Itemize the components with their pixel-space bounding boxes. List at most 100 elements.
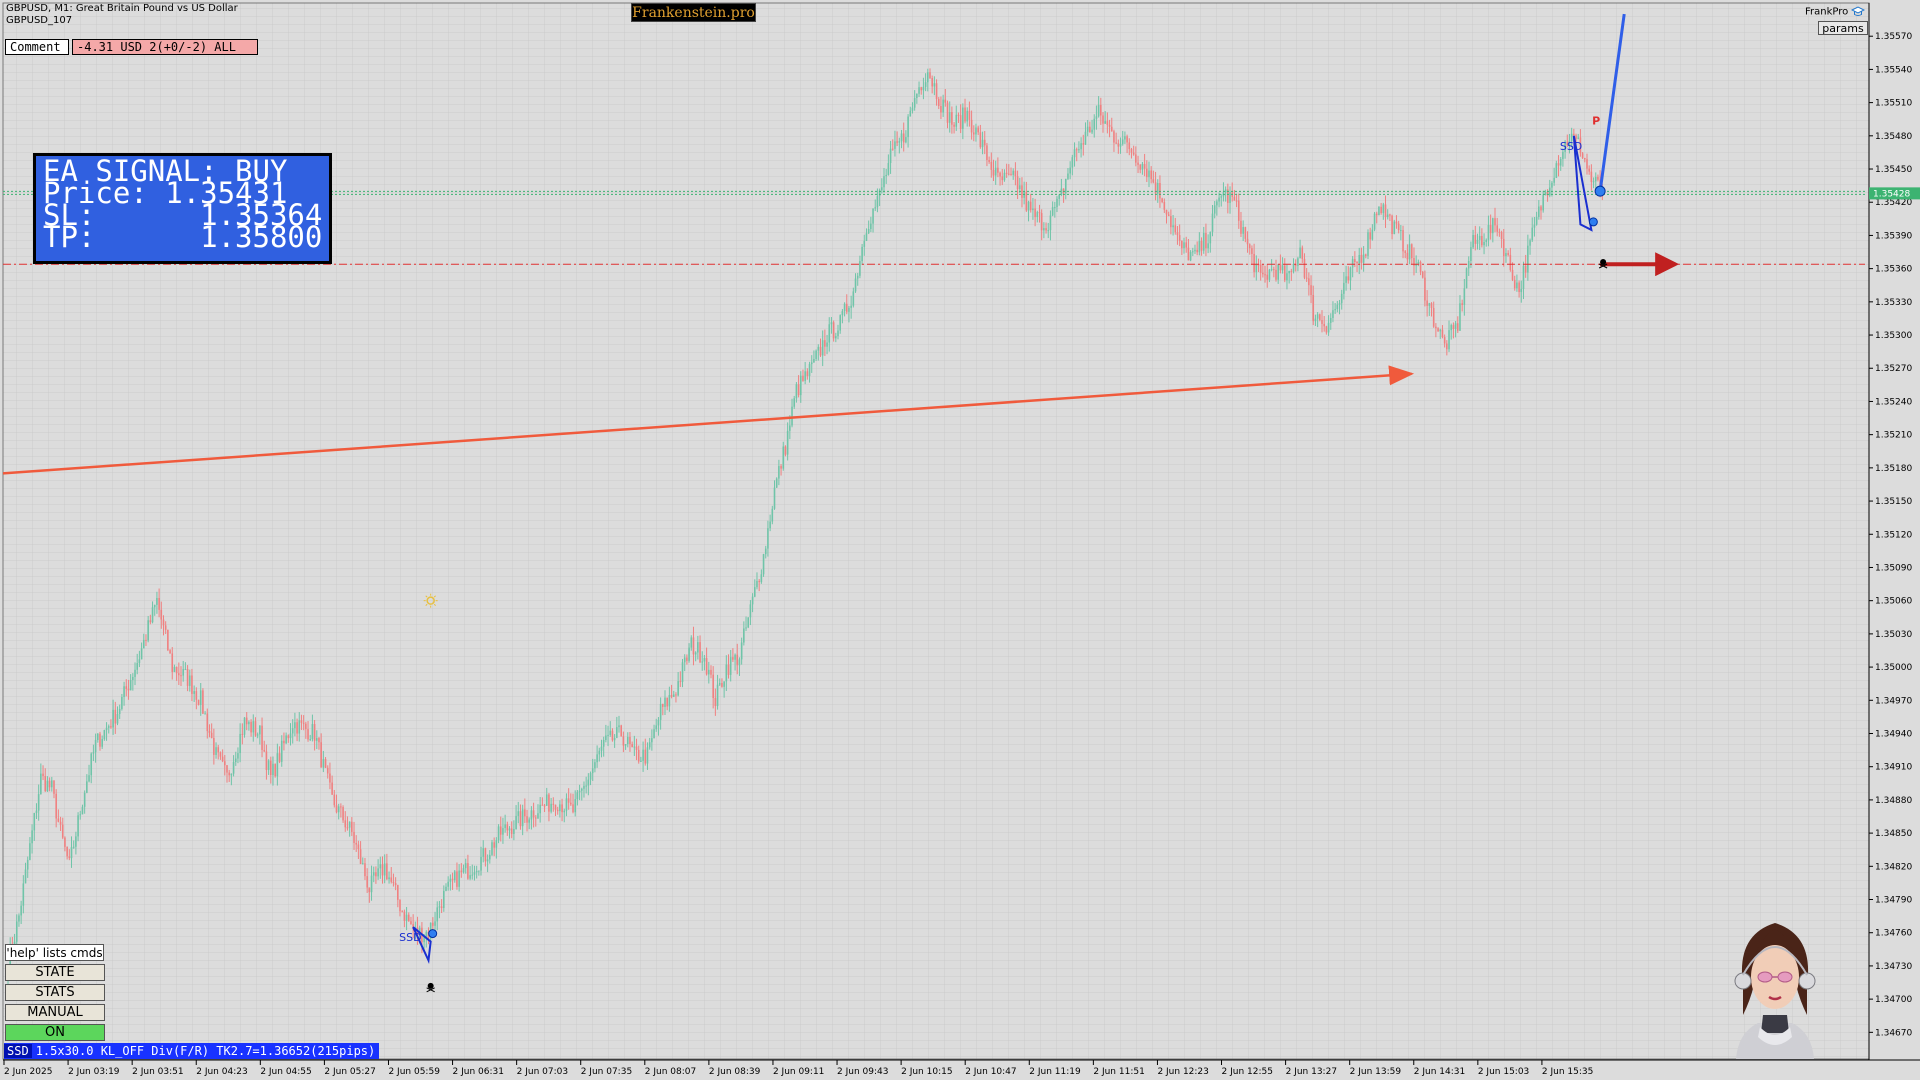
candle-body <box>631 744 633 748</box>
candle-body <box>1100 104 1102 116</box>
candle-body <box>256 734 259 736</box>
params-button[interactable]: params <box>1818 21 1868 35</box>
candle-body <box>946 102 949 123</box>
candle-body <box>552 803 555 805</box>
candle-body <box>944 99 947 103</box>
candle-body <box>1408 244 1411 260</box>
candle-body <box>105 727 108 731</box>
candle-body <box>228 772 230 776</box>
candle-body <box>747 617 750 628</box>
state-button[interactable]: STATE <box>5 964 105 981</box>
candle-body <box>964 107 966 122</box>
candle-body <box>510 828 513 834</box>
candle-body <box>1505 253 1507 257</box>
candle-body <box>1150 170 1152 180</box>
candle-body <box>1093 118 1096 130</box>
overlays-layer: 1.35428 SSD SSD P <box>2 13 1920 993</box>
candle-body <box>521 809 524 827</box>
candle-body <box>1141 163 1144 170</box>
candle-body <box>1365 254 1367 256</box>
candle-body <box>782 446 785 469</box>
x-tick-label: 2 Jun 11:19 <box>1029 1067 1081 1077</box>
candle-body <box>1016 176 1019 190</box>
candle-body <box>1257 264 1260 266</box>
candle-body <box>221 756 224 762</box>
candle-body <box>1246 238 1249 245</box>
candle-body <box>1481 235 1483 246</box>
candle-body <box>830 322 833 325</box>
candle-body <box>1323 323 1325 327</box>
candle-body <box>320 742 322 768</box>
candle-body <box>977 127 979 133</box>
candle-body <box>988 159 990 162</box>
candle-body <box>727 664 730 675</box>
help-button[interactable]: 'help' lists cmds <box>5 944 104 961</box>
candle-body <box>1358 255 1361 264</box>
candle-body <box>1264 274 1266 276</box>
brand-badge[interactable]: Frankenstein.pro <box>631 3 756 22</box>
candle-body <box>1441 329 1444 338</box>
candle-body <box>1110 126 1113 132</box>
candle-body <box>574 799 577 813</box>
y-tick-label: 1.34790 <box>1875 896 1912 906</box>
candle-body <box>438 906 441 908</box>
candle-body <box>344 820 347 828</box>
on-button[interactable]: ON <box>5 1024 105 1041</box>
candle-body <box>1336 304 1339 310</box>
candle-body <box>760 574 763 583</box>
candle-body <box>1393 221 1396 235</box>
candle-body <box>9 947 11 976</box>
candle-body <box>460 870 463 873</box>
candle-body <box>850 305 852 308</box>
candle-body <box>1154 182 1157 194</box>
manual-button[interactable]: MANUAL <box>5 1004 105 1021</box>
ssd-status-text: 1.5x30.0 KL_OFF Div(F/R) TK2.7=1.36652(2… <box>35 1044 376 1058</box>
candle-body <box>1036 212 1039 218</box>
candle-body <box>1194 249 1196 252</box>
candle-body <box>740 642 743 660</box>
candle-body <box>602 739 605 747</box>
candle-body <box>686 657 688 661</box>
candle-body <box>309 739 312 741</box>
candle-body <box>386 863 388 880</box>
candle-body <box>1259 264 1262 273</box>
y-tick-label: 1.35300 <box>1875 331 1912 341</box>
candle-body <box>885 174 887 177</box>
candle-body <box>451 878 454 881</box>
candle-body <box>1404 251 1407 253</box>
candle-body <box>156 597 158 605</box>
candle-body <box>1371 229 1374 240</box>
candle-body <box>920 87 923 91</box>
candle-body <box>1329 317 1332 323</box>
candle-body <box>1119 143 1122 147</box>
comment-button[interactable]: Comment <box>5 39 69 55</box>
candle-body <box>127 688 130 691</box>
pattern-left-label: SSD <box>399 931 421 944</box>
candle-body <box>478 870 480 872</box>
candle-body <box>1573 133 1575 136</box>
candle-body <box>1167 214 1170 217</box>
candle-body <box>473 872 476 875</box>
skull-bone <box>1598 263 1608 269</box>
candle-body <box>388 877 390 880</box>
graduation-cap-icon[interactable] <box>1851 6 1866 17</box>
candle-body <box>125 686 128 689</box>
candle-body <box>75 836 77 847</box>
candle-body <box>1557 163 1560 166</box>
candle-body <box>1577 137 1580 139</box>
candle-body <box>1198 240 1201 253</box>
candle-body <box>1202 232 1205 251</box>
candle-body <box>1513 279 1516 289</box>
candle-body <box>771 508 774 522</box>
candle-body <box>1001 176 1004 181</box>
stats-button[interactable]: STATS <box>5 984 105 1001</box>
candle-body <box>1211 213 1214 232</box>
candle-body <box>1494 218 1496 226</box>
candle-body <box>1205 232 1207 249</box>
candle-body <box>1159 182 1161 199</box>
candle-body <box>1538 206 1540 218</box>
candle-body <box>1005 172 1008 174</box>
y-tick-label: 1.34910 <box>1875 763 1912 773</box>
candle-body <box>1279 264 1282 271</box>
candle-body <box>24 869 27 884</box>
